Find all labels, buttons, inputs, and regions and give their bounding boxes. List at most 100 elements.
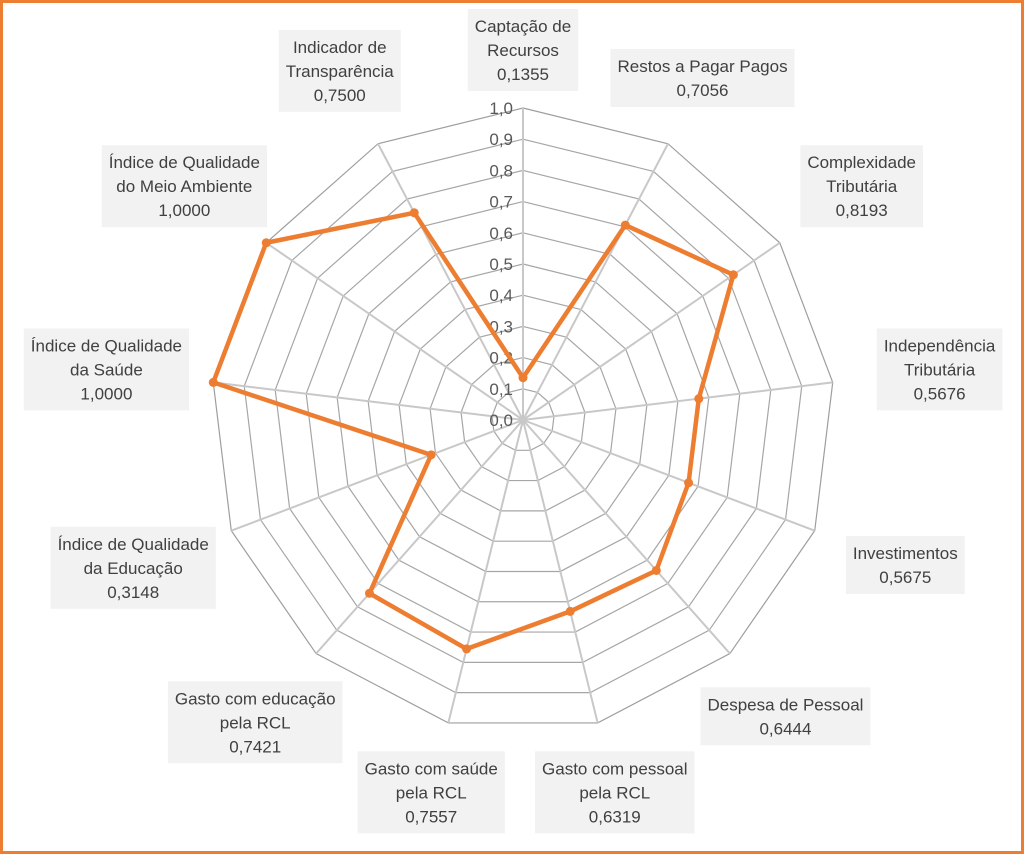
- category-name-label: Independência: [884, 336, 996, 355]
- category-value-label: 0,5675: [879, 568, 931, 587]
- category-value-label: 0,6319: [589, 807, 641, 826]
- data-point: [426, 450, 436, 460]
- grid-ring: [491, 388, 555, 451]
- category-name-label: Captação de: [475, 17, 571, 36]
- category-labels: Captação de Recursos 0,1355 Restos a Pagar …: [23, 9, 1003, 834]
- axis-spoke: [522, 381, 833, 421]
- category-value-label: 0,7557: [405, 807, 457, 826]
- category-label-box: [700, 687, 871, 746]
- category-label: Captação de Recursos 0,1355: [467, 9, 579, 91]
- axis-spoke: [522, 419, 599, 724]
- category-value-label: 0,7500: [314, 86, 366, 105]
- category-name-label: Transparência: [286, 62, 395, 81]
- category-label: Independência Tributária 0,5676: [876, 328, 1003, 411]
- category-value-label: 0,3148: [107, 583, 159, 602]
- category-label-box: [876, 328, 1003, 411]
- category-label: Restos a Pagar Pagos 0,7056: [610, 48, 795, 107]
- data-point: [364, 588, 374, 598]
- grid-ring: [460, 356, 586, 482]
- radial-tick-label: 0,5: [489, 255, 513, 274]
- series-line: [211, 210, 736, 652]
- category-name-label: Gasto com saúde: [365, 759, 498, 778]
- category-name-label: Índice de Qualidade: [31, 336, 182, 355]
- category-name-label: pela RCL: [396, 783, 467, 802]
- category-name-label: Complexidade: [807, 153, 916, 172]
- axis-spoke: [377, 143, 524, 421]
- category-value-label: 0,7056: [677, 81, 729, 100]
- category-label-box: [357, 751, 505, 834]
- radar-chart: 0,00,10,20,30,40,50,60,70,80,91,0 Captaç…: [23, 9, 1003, 834]
- category-name-label: do Meio Ambiente: [116, 177, 252, 196]
- axis-spoke: [522, 143, 669, 421]
- radial-tick-label: 0,0: [489, 411, 513, 430]
- radial-tick-label: 0,7: [489, 193, 513, 212]
- category-label: Gasto com saúde pela RCL 0,7557: [357, 751, 505, 834]
- category-name-label: Indicador de: [293, 38, 387, 57]
- axis-spoke: [230, 419, 524, 532]
- category-name-label: Despesa de Pessoal: [708, 695, 864, 714]
- data-point: [518, 373, 528, 383]
- data-point: [694, 394, 704, 404]
- radial-tick-label: 0,6: [489, 224, 513, 243]
- data-point: [261, 238, 271, 248]
- grid-ring: [336, 232, 710, 603]
- category-label: Gasto com educação pela RCL 0,7421: [167, 681, 343, 764]
- grid-ring: [305, 200, 741, 633]
- category-label: Complexidade Tributária 0,8193: [800, 145, 924, 228]
- category-label-box: [101, 145, 267, 228]
- category-value-label: 0,6444: [759, 719, 811, 738]
- axis-spoke: [447, 419, 524, 724]
- category-label: Indicador de Transparência 0,7500: [278, 29, 401, 112]
- series-group: [208, 208, 738, 654]
- radial-tick-label: 0,9: [489, 130, 513, 149]
- grid-ring: [429, 325, 617, 512]
- category-label-box: [50, 526, 216, 609]
- category-name-label: da Educação: [84, 559, 183, 578]
- category-label: Índice de Qualidade do Meio Ambiente 1,000…: [101, 145, 267, 228]
- radial-tick-label: 0,1: [489, 380, 513, 399]
- category-value-label: 1,0000: [158, 201, 210, 220]
- category-label-box: [535, 751, 695, 834]
- axis-spoke: [265, 241, 524, 421]
- radial-tick-label: 0,4: [489, 286, 513, 305]
- data-point: [565, 606, 575, 616]
- category-name-label: Restos a Pagar Pagos: [617, 57, 787, 76]
- category-name-label: Investimentos: [853, 544, 958, 563]
- category-name-label: Índice de Qualidade: [109, 153, 260, 172]
- category-name-label: Gasto com educação: [175, 689, 336, 708]
- category-label: Gasto com pessoal pela RCL 0,6319: [535, 751, 695, 834]
- data-point: [728, 270, 738, 280]
- axis-spoke: [522, 419, 816, 532]
- data-point: [208, 377, 218, 387]
- category-name-label: Tributária: [904, 360, 976, 379]
- category-value-label: 0,1355: [497, 65, 549, 84]
- category-label: Índice de Qualidade da Educação 0,3148: [50, 526, 216, 609]
- radial-tick-labels: 0,00,10,20,30,40,50,60,70,80,91,0: [489, 99, 513, 430]
- category-label: Índice de Qualidade da Saúde 1,0000: [23, 328, 190, 411]
- category-label-box: [800, 145, 924, 228]
- category-label: Investimentos 0,5675: [845, 535, 965, 594]
- axis-spoke: [213, 381, 524, 421]
- grid-ring: [243, 138, 803, 694]
- category-name-label: Recursos: [487, 41, 559, 60]
- category-value-label: 0,8193: [836, 201, 888, 220]
- data-point: [651, 565, 661, 575]
- category-value-label: 0,7421: [229, 737, 281, 756]
- category-name-label: Tributária: [826, 177, 898, 196]
- category-label-box: [845, 535, 965, 594]
- category-name-label: pela RCL: [220, 713, 291, 732]
- data-point: [684, 478, 694, 488]
- radial-tick-label: 0,8: [489, 161, 513, 180]
- data-point: [462, 644, 472, 654]
- category-label-box: [23, 328, 190, 411]
- data-point: [409, 208, 419, 218]
- axis-spoke: [522, 419, 731, 655]
- category-name-label: pela RCL: [579, 783, 650, 802]
- grid-ring: [398, 294, 648, 542]
- category-label-box: [467, 9, 579, 91]
- category-value-label: 0,5676: [914, 384, 966, 403]
- category-label-box: [610, 48, 795, 107]
- grid-ring: [274, 169, 772, 663]
- axis-spoke: [315, 419, 524, 655]
